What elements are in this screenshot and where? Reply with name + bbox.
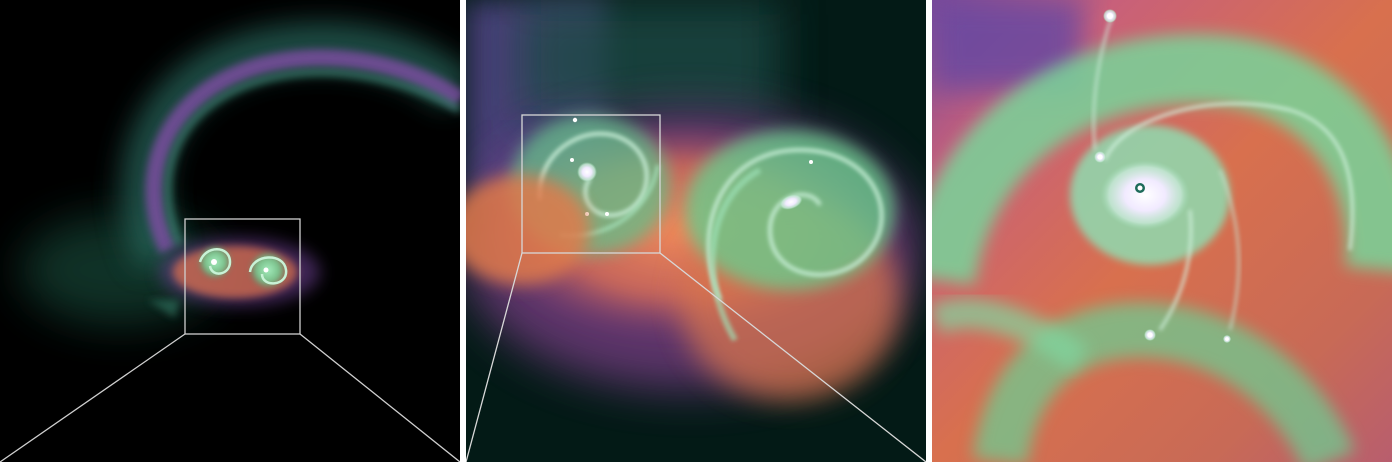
left-spiral-star-d [605,212,609,216]
left-spiral-arm-main [537,131,649,218]
green-swirl-lower [972,302,1356,462]
green-swirl-outer [932,34,1392,286]
zoom-line-left [0,333,186,462]
zoom-line-right [299,333,460,462]
panel-separator-1 [460,0,466,462]
orange-left-lobe [466,175,590,285]
right-spiral-core [779,194,803,210]
right-spiral-arm-outer [709,167,762,342]
green-stream-left [932,298,1089,373]
star-bottom-right-core [1225,337,1229,341]
right-spiral-star-a [809,160,813,164]
zoom-frame-wide [184,218,301,335]
left-spiral-arm [198,248,232,275]
tidal-arc-inner [163,68,460,247]
filament-top [1092,15,1114,151]
filament-right [1218,169,1240,331]
right-star [263,267,269,273]
right-spiral-arm-main [706,147,884,301]
panel-separator-2 [926,0,932,462]
tidal-arc-outer [121,22,460,270]
right-spiral-disk [685,130,895,290]
zoom-frame-inner [521,114,661,254]
star-top-core [1107,13,1113,19]
central-star [1137,185,1143,191]
panel-zoom-1 [466,0,926,462]
panel-zoom-2 [932,0,1392,462]
filament-upper [1103,102,1354,251]
gas-tail-bottom [148,300,180,318]
central-core [1100,160,1190,230]
left-spiral-star-a [572,117,578,123]
zoom-line-left-2 [466,252,523,462]
left-star [211,259,217,265]
left-spiral-star-b [570,158,574,162]
teal-region-top [520,0,780,120]
filament-down [1158,209,1193,331]
tidal-arc-violet [145,49,460,254]
zoom-line-right-2 [659,252,926,462]
star-bottom-core [1147,332,1153,338]
panel-wide-view [0,0,460,462]
star-left-core [1097,154,1103,160]
left-spiral-core [577,162,597,182]
right-spiral-arm [248,256,288,285]
